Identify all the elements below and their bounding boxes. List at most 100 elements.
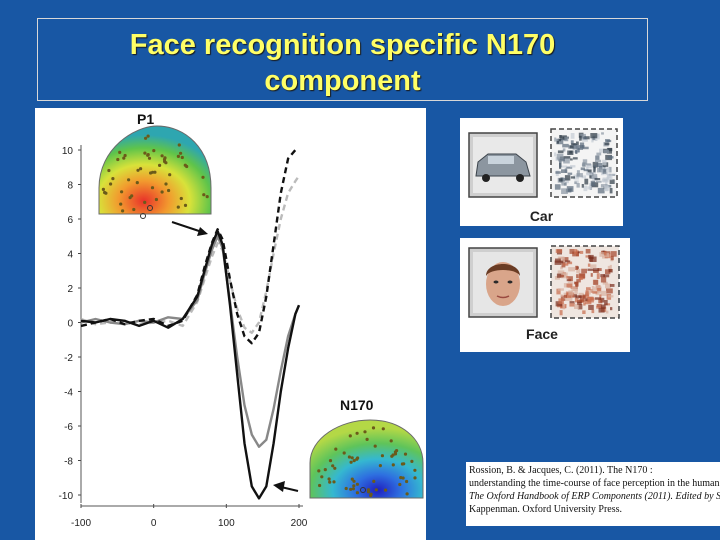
noise-patch — [593, 279, 599, 285]
noise-patch — [576, 145, 583, 150]
electrode-dot — [176, 205, 180, 209]
y-tick-label: 6 — [67, 215, 73, 226]
p1-label: P1 — [137, 111, 154, 127]
slide-title-line1: Face recognition specific N170 — [129, 29, 556, 61]
noise-patch — [583, 169, 589, 172]
electrode-dot — [410, 459, 414, 463]
noise-patch — [590, 180, 596, 186]
y-tick-label: 10 — [62, 146, 74, 157]
noise-patch — [589, 175, 592, 179]
noise-patch — [582, 310, 586, 314]
car-label: Car — [530, 208, 554, 224]
noise-patch — [574, 303, 580, 309]
electrode-dot — [111, 177, 115, 181]
noise-patch — [609, 179, 615, 184]
face-images: Face — [468, 245, 620, 342]
noise-patch — [576, 279, 581, 283]
noise-patch — [575, 295, 582, 299]
electrode-dot — [130, 194, 134, 198]
noise-patch — [599, 294, 602, 299]
electrode-dot — [400, 462, 404, 466]
electrode-dot — [167, 188, 171, 193]
electrode-dot — [328, 480, 332, 484]
noise-patch — [586, 287, 591, 291]
noise-patch — [592, 161, 599, 168]
x-tick-label: -100 — [71, 518, 91, 529]
noise-patch — [557, 256, 565, 259]
electrode-dot — [332, 480, 336, 484]
noise-patch — [563, 263, 569, 266]
noise-patch — [577, 147, 580, 153]
noise-patch — [586, 173, 593, 176]
p1-arrow — [171, 221, 203, 233]
noise-patch — [596, 273, 600, 279]
noise-patch — [560, 165, 568, 168]
noise-patch — [560, 177, 565, 182]
electrode-dot — [318, 483, 322, 488]
noise-patch — [556, 153, 564, 160]
noise-patch — [569, 150, 573, 154]
x-tick-label: 0 — [151, 518, 157, 529]
noise-patch — [554, 152, 557, 157]
noise-patch — [575, 150, 578, 154]
n170-label: N170 — [340, 397, 374, 413]
noise-patch — [593, 166, 596, 173]
noise-patch — [572, 143, 578, 150]
noise-patch — [581, 268, 587, 274]
noise-patch — [594, 297, 601, 300]
noise-patch — [578, 273, 586, 279]
noise-patch — [599, 252, 606, 257]
noise-patch — [579, 297, 585, 302]
noise-patch — [605, 303, 611, 306]
noise-patch — [586, 163, 593, 169]
noise-patch — [564, 178, 569, 184]
noise-patch — [608, 295, 614, 298]
electrode-dot — [177, 143, 181, 147]
electrode-dot — [334, 447, 338, 451]
noise-patch — [560, 295, 566, 301]
noise-patch — [587, 170, 590, 176]
electrode-dot — [176, 154, 180, 158]
noise-patch — [558, 158, 565, 162]
noise-patch — [596, 163, 604, 168]
electrode-dot — [384, 488, 388, 492]
noise-patch — [562, 143, 569, 148]
electrode-dot — [202, 193, 206, 197]
noise-patch — [600, 274, 605, 278]
noise-patch — [595, 290, 600, 296]
electrode-dot — [395, 449, 399, 453]
electrode-dot — [180, 155, 184, 160]
noise-patch — [582, 136, 587, 140]
noise-patch — [587, 169, 592, 173]
noise-patch — [565, 293, 572, 298]
noise-patch — [599, 148, 605, 153]
noise-patch — [595, 159, 602, 163]
n170-arrow — [280, 486, 299, 492]
electrode-dot — [154, 197, 158, 202]
noise-patch — [562, 257, 569, 262]
electrode-dot — [135, 181, 139, 185]
electrode-dot — [164, 161, 168, 165]
noise-patch — [574, 297, 579, 303]
noise-patch — [604, 300, 608, 306]
noise-patch — [581, 184, 584, 188]
electrode-dot — [403, 452, 408, 456]
n170-topomap — [309, 419, 424, 499]
y-tick-label: -2 — [64, 353, 73, 364]
y-tick-label: -10 — [59, 491, 74, 502]
electrode-dot — [183, 163, 187, 167]
p1-arrowhead — [197, 227, 208, 236]
electrode-dot — [143, 151, 147, 155]
noise-patch — [568, 267, 576, 272]
noise-patch — [556, 140, 559, 144]
noise-patch — [607, 156, 614, 159]
noise-patch — [600, 276, 607, 283]
electrode-dot — [355, 457, 359, 461]
noise-patch — [562, 148, 566, 152]
noise-patch — [590, 273, 593, 277]
electrode-dot — [183, 203, 188, 207]
electrode-dot — [413, 476, 417, 480]
noise-patch — [586, 163, 591, 166]
citation-line1: Rossion, B. & Jacques, C. (2011). The N1… — [469, 465, 653, 476]
noise-patch — [606, 288, 613, 294]
